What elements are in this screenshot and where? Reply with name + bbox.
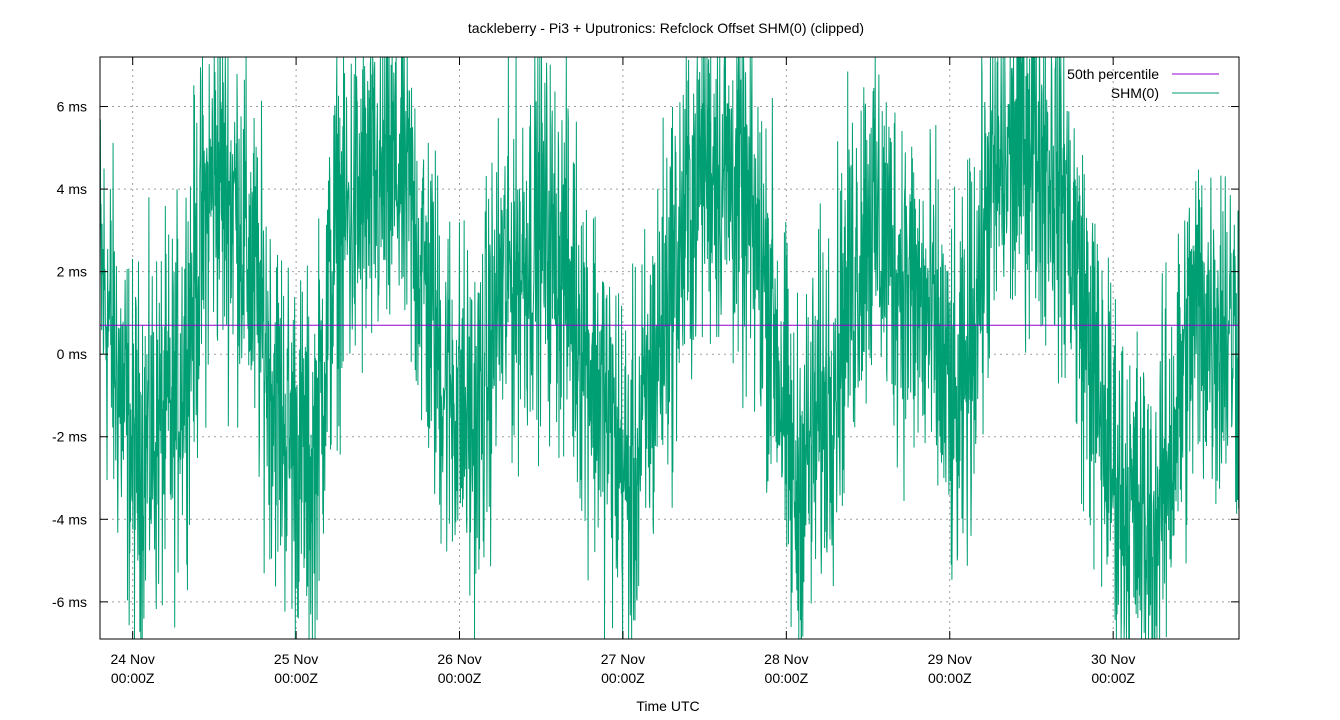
series-line-shm0 xyxy=(99,56,1240,640)
x-tick-label-time: 00:00Z xyxy=(438,670,482,686)
x-tick-label-time: 00:00Z xyxy=(601,670,645,686)
y-tick-label: -4 ms xyxy=(52,511,87,527)
x-tick-label-date: 30 Nov xyxy=(1091,651,1135,667)
y-axis-ticks: 6 ms 4 ms 2 ms 0 ms -2 ms -4 ms -6 ms xyxy=(52,99,1239,610)
series-layer xyxy=(99,56,1240,640)
x-tick-label-time: 00:00Z xyxy=(1091,670,1135,686)
legend-label-percentile: 50th percentile xyxy=(1067,66,1159,82)
chart-title: tackleberry - Pi3 + Uputronics: Refclock… xyxy=(468,20,864,36)
x-axis-label: Time UTC xyxy=(636,698,699,714)
y-tick-label: 4 ms xyxy=(57,181,87,197)
x-axis-ticks: 24 Nov 00:00Z 25 Nov 00:00Z 26 Nov 00:00Z 27 N… xyxy=(111,57,1135,686)
y-tick-label: 0 ms xyxy=(57,346,87,362)
x-tick-label-time: 00:00Z xyxy=(274,670,318,686)
x-tick-label-date: 28 Nov xyxy=(764,651,808,667)
x-tick-label-date: 26 Nov xyxy=(437,651,481,667)
x-tick-label-date: 27 Nov xyxy=(601,651,645,667)
legend-label-shm0: SHM(0) xyxy=(1111,85,1159,101)
plot-frame xyxy=(99,56,1240,640)
y-tick-label: -2 ms xyxy=(52,429,87,445)
x-tick-label-date: 29 Nov xyxy=(928,651,972,667)
y-tick-label: -6 ms xyxy=(52,594,87,610)
x-tick-label-time: 00:00Z xyxy=(111,670,155,686)
y-tick-label: 6 ms xyxy=(57,99,87,115)
y-tick-label: 2 ms xyxy=(57,264,87,280)
x-tick-label-date: 24 Nov xyxy=(111,651,155,667)
legend: 50th percentile SHM(0) xyxy=(1067,66,1219,101)
x-tick-label-time: 00:00Z xyxy=(928,670,972,686)
x-tick-label-time: 00:00Z xyxy=(765,670,809,686)
x-tick-label-date: 25 Nov xyxy=(274,651,318,667)
